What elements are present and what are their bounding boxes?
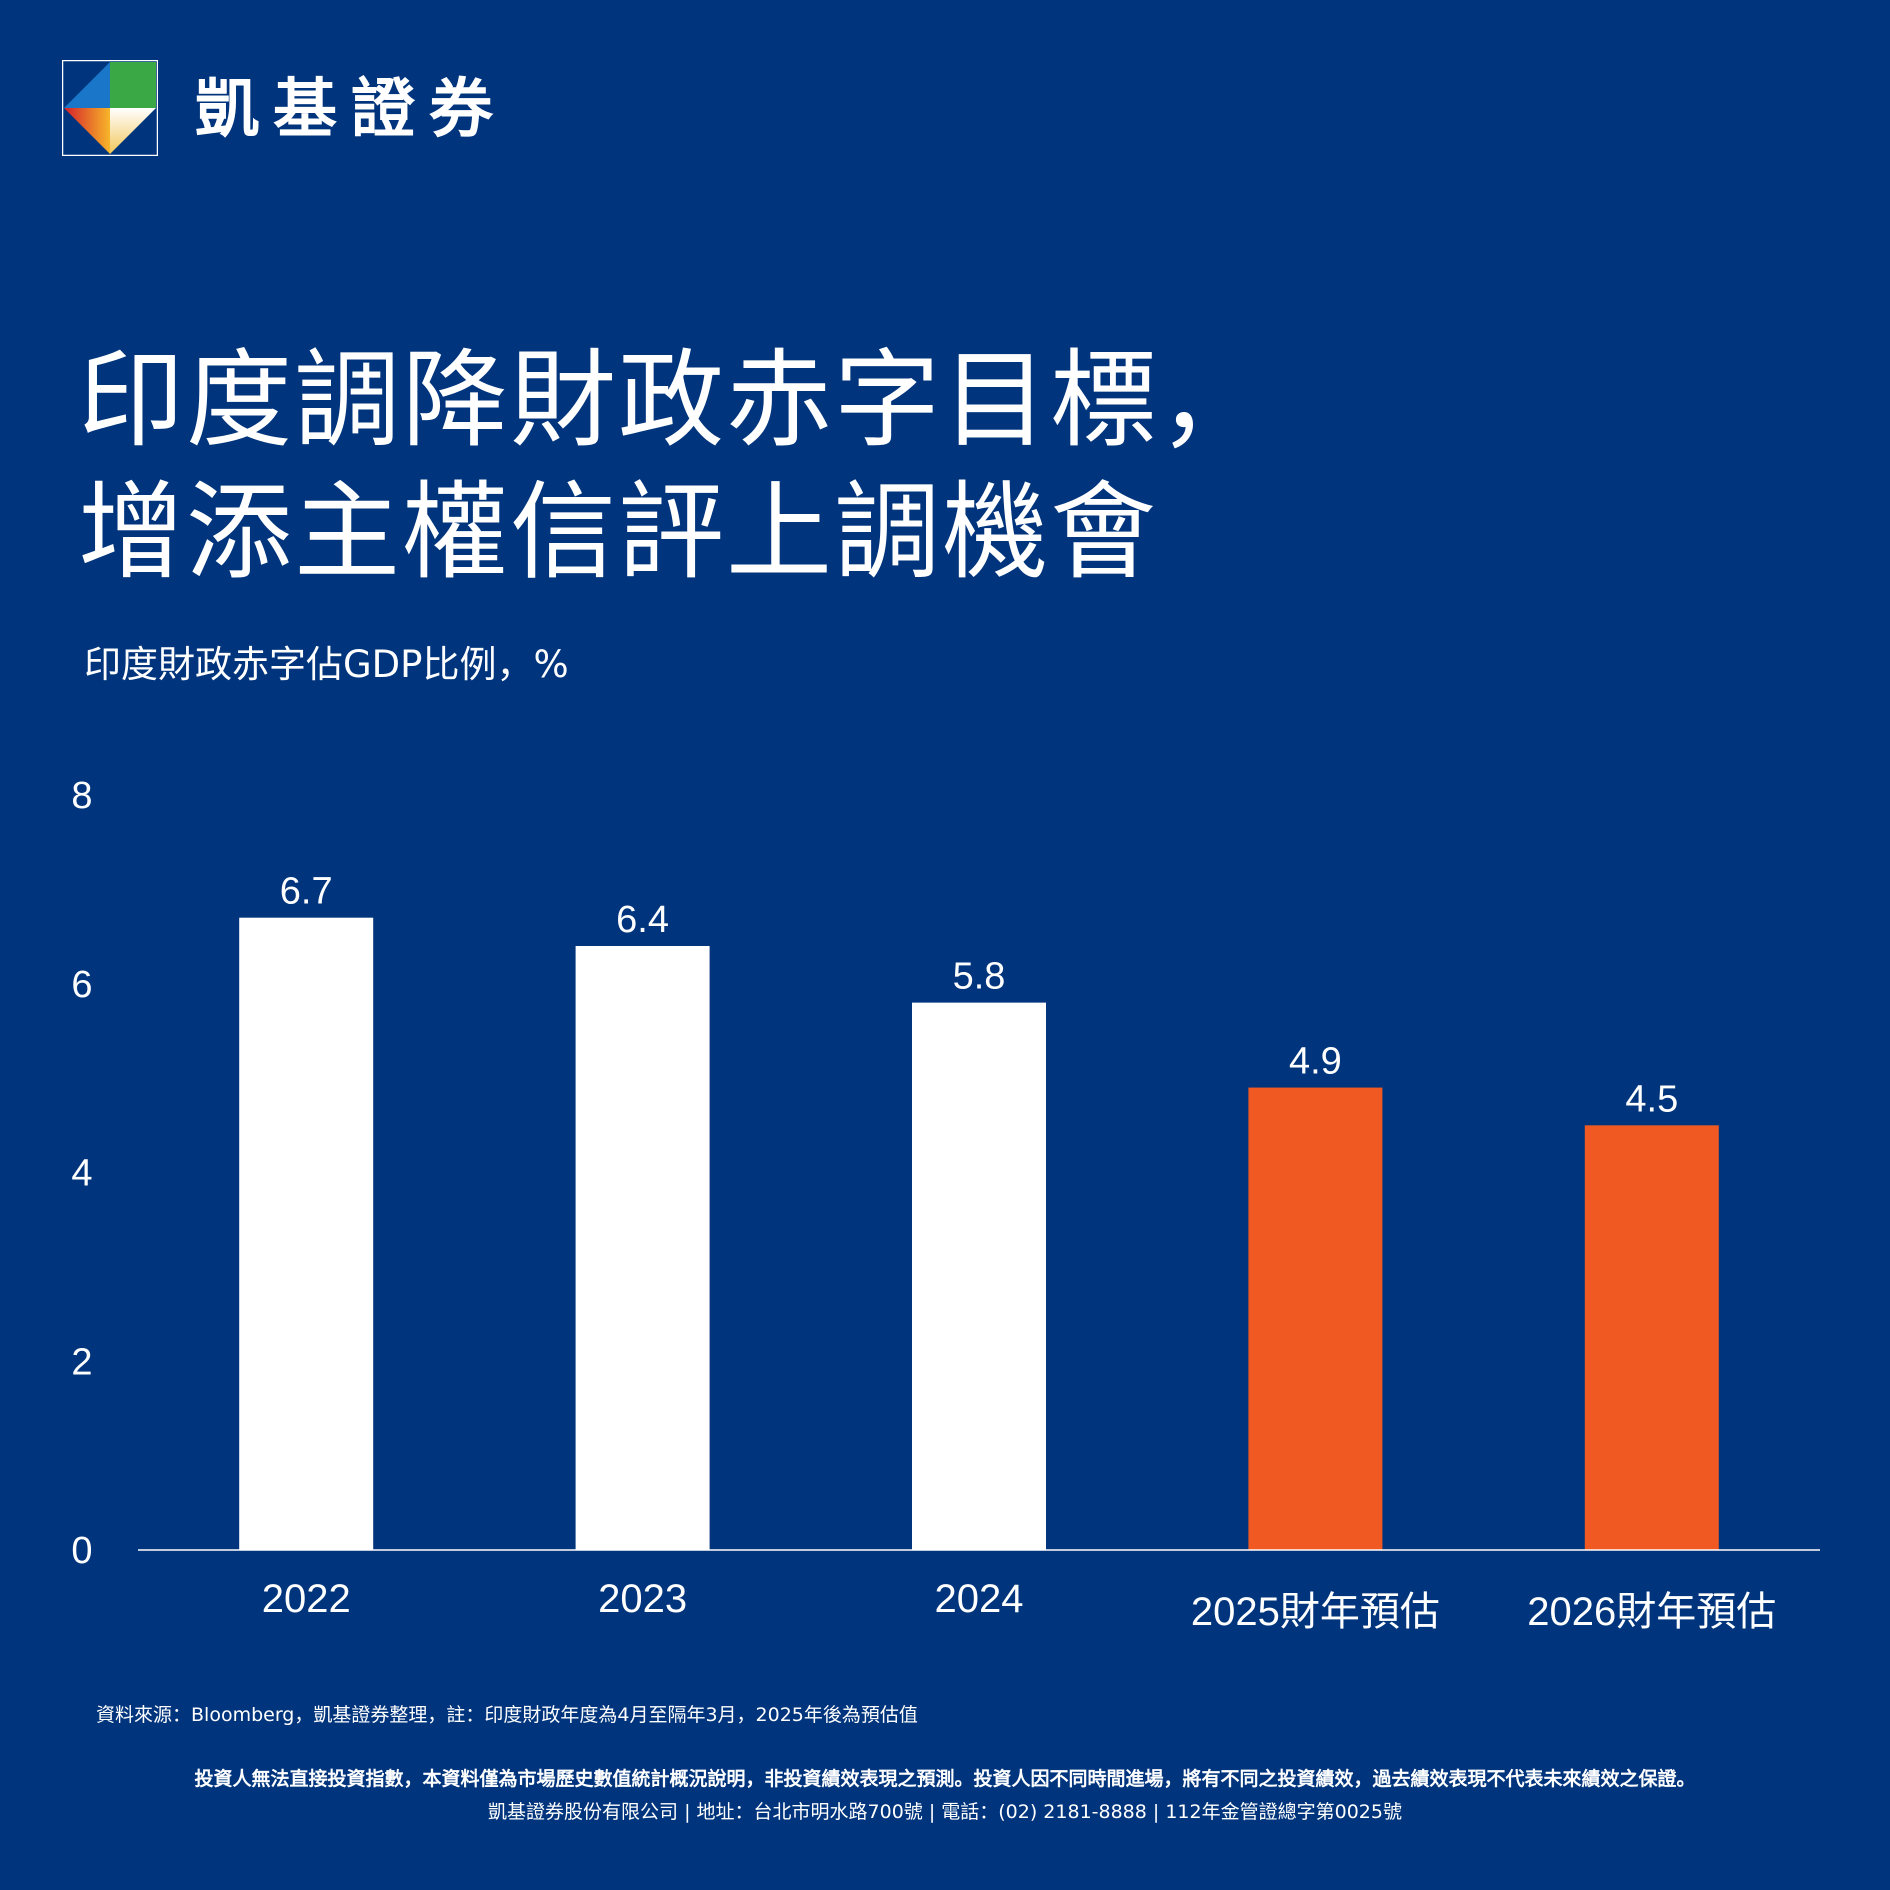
y-tick-label: 2 [71, 1341, 92, 1383]
bar [239, 917, 374, 1550]
data-label: 4.9 [1289, 1041, 1342, 1083]
company-info: 凱基證券股份有限公司 | 地址：台北市明水路700號 | 電話：(02) 218… [488, 1801, 1402, 1823]
bar-chart: 0 2 4 6 8 6.7 2022 6.4 2023 5.8 2024 4.9 2025財年預估 4.5… [0, 760, 1890, 1660]
brand-name: 凱基證券 [195, 73, 507, 147]
x-tick-label: 2023 [598, 1577, 687, 1621]
bar [1584, 1125, 1719, 1550]
y-tick-label: 8 [71, 775, 92, 817]
x-tick-label: 2026財年預估 [1527, 1590, 1776, 1634]
data-label: 4.5 [1625, 1078, 1678, 1120]
data-label: 6.7 [280, 871, 333, 913]
disclaimer: 投資人無法直接投資指數，本資料僅為市場歷史數值統計概況說明，非投資績效表現之預測… [194, 1768, 1696, 1790]
y-tick-label: 6 [71, 964, 92, 1006]
chart-subtitle: 印度財政赤字佔GDP比例，% [84, 643, 569, 686]
title-line-2: 增添主權信評上調機會 [78, 471, 1158, 594]
bar [912, 1002, 1046, 1550]
x-tick-label: 2024 [935, 1577, 1024, 1621]
x-tick-label: 2022 [262, 1577, 351, 1621]
bar [575, 946, 710, 1550]
data-label: 6.4 [616, 899, 669, 941]
brand-logo [62, 60, 158, 156]
source-note: 資料來源：Bloomberg，凱基證券整理，註：印度財政年度為4月至隔年3月，2… [96, 1704, 918, 1726]
bar [1248, 1087, 1383, 1550]
x-tick-label: 2025財年預估 [1191, 1590, 1440, 1634]
y-tick-label: 0 [71, 1530, 92, 1572]
title-line-1: 印度調降財政赤字目標， [78, 339, 1266, 462]
page-title: 印度調降財政赤字目標， 增添主權信評上調機會 [78, 335, 1678, 599]
y-tick-label: 4 [71, 1153, 92, 1195]
logo-icon [62, 60, 158, 156]
data-label: 5.8 [953, 956, 1006, 998]
